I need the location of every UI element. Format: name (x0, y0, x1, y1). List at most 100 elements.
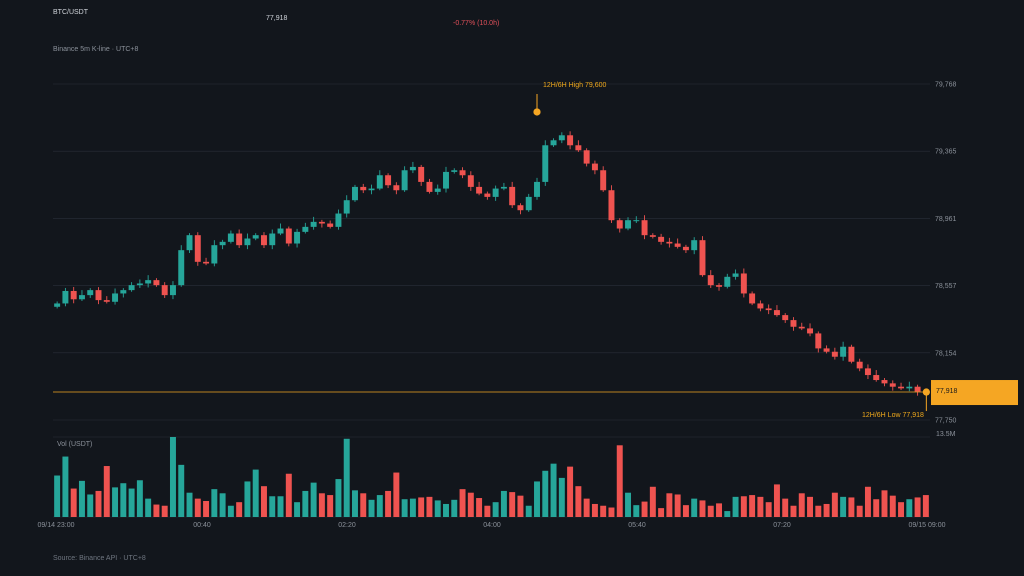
candle-body (327, 223, 334, 227)
price-tick-label: 78,557 (935, 283, 957, 290)
volume-bar (658, 508, 665, 517)
volume-bar (194, 498, 201, 517)
candle-body (757, 303, 764, 309)
volume-bar (600, 505, 607, 517)
candle-body (178, 250, 185, 286)
candle-body (699, 240, 706, 276)
volume-bar (476, 498, 483, 517)
volume-bar (128, 488, 135, 517)
volume-bar (666, 493, 673, 517)
candle-body (112, 293, 119, 302)
candle-body (873, 375, 880, 381)
volume-bar (534, 481, 540, 517)
low-annotation-label: 12H/6H Low 77,918 (862, 412, 924, 419)
candle-body (103, 300, 110, 302)
candles (54, 131, 929, 396)
candle-body (823, 348, 830, 352)
volume-bar (749, 495, 756, 517)
candle-body (120, 290, 127, 294)
volume-bar (575, 486, 582, 517)
time-axis-labels: 09/14 23:00 00:40 02:20 04:00 05:40 07:20 09/1… (38, 522, 946, 529)
candle-body (393, 185, 400, 191)
price-tick-label: 79,768 (935, 82, 957, 89)
candle-body (376, 175, 383, 189)
volume-bar (401, 499, 408, 517)
candle-body (169, 285, 176, 296)
candle-body (625, 220, 631, 229)
candle-body (583, 150, 590, 164)
candle-body (227, 233, 234, 242)
candle-body (62, 290, 69, 304)
volume-bar (840, 496, 847, 517)
candle-body (724, 276, 731, 287)
low-marker-dot (922, 388, 930, 396)
volume-bar (87, 494, 94, 517)
candle-body (434, 188, 441, 192)
volume-bar (674, 494, 681, 517)
volume-axis-label: Vol (USDT) (57, 441, 92, 448)
volume-bar (864, 486, 871, 517)
candle-body (260, 235, 267, 246)
candle-body (219, 241, 226, 246)
volume-bar (120, 483, 127, 517)
volume-bar (807, 496, 814, 517)
candle-body (856, 361, 863, 369)
candle-body (550, 140, 557, 146)
time-tick-label: 00:40 (193, 522, 211, 529)
candle-body (343, 200, 350, 214)
volume-bar (782, 498, 789, 517)
volume-bar (343, 438, 350, 517)
candle-body (95, 290, 102, 301)
candle-body (509, 186, 516, 206)
candle-body (492, 188, 499, 197)
volume-bar (277, 496, 284, 517)
candle-body (203, 261, 210, 264)
candle-body (616, 220, 623, 229)
volume-bar (699, 500, 706, 517)
candle-body (385, 175, 392, 186)
volume-bar (567, 466, 574, 517)
candle-body (70, 290, 77, 300)
candle-body (798, 326, 805, 329)
price-tick-label: 79,365 (935, 149, 957, 156)
candle-body (517, 205, 524, 211)
volume-max-label: 13.5M (936, 431, 956, 438)
volume-bar (153, 504, 160, 517)
volume-bar (145, 498, 152, 517)
volume-bar (169, 437, 176, 517)
candle-body (906, 386, 913, 389)
candle-body (360, 186, 367, 191)
candle-body (608, 190, 615, 221)
volume-bar (376, 495, 383, 517)
candle-body (534, 181, 540, 197)
candle-body (409, 166, 416, 171)
volume-bar (583, 498, 590, 517)
volume-bar (310, 482, 317, 517)
volume-bar (633, 505, 640, 517)
volume-bar (451, 499, 458, 517)
candle-body (749, 293, 756, 304)
volume-bar (558, 477, 565, 517)
volume-bar (434, 500, 441, 517)
candle-body (310, 221, 317, 227)
volume-bar (732, 496, 739, 517)
price-tick-label: 78,154 (935, 350, 957, 357)
candle-body (807, 328, 814, 334)
volume-bar (509, 492, 516, 517)
volume-bar (252, 469, 259, 517)
volume-bar (682, 505, 689, 517)
candle-body (765, 308, 772, 311)
grid-lines (53, 83, 930, 518)
candle-body (898, 386, 905, 389)
volume-bar (285, 473, 292, 517)
volume-bar (294, 502, 301, 517)
volume-bar (360, 493, 367, 517)
volume-bar (625, 492, 631, 517)
volume-bar (881, 490, 888, 517)
candle-body (186, 235, 193, 251)
candle-body (881, 380, 888, 384)
candle-body (633, 220, 640, 222)
candle-body (649, 235, 656, 237)
candle-body (252, 235, 259, 239)
